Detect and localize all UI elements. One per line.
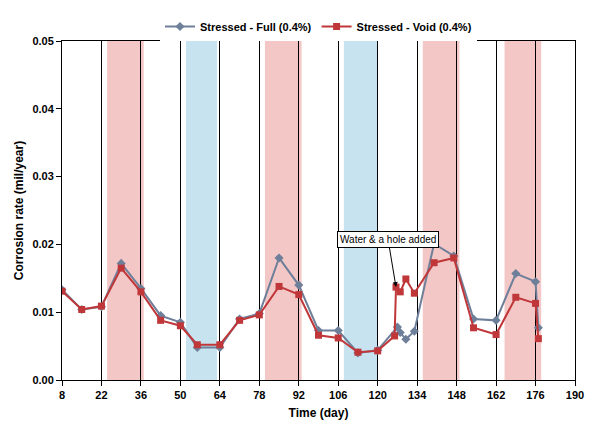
svg-text:162: 162 [487, 389, 505, 401]
svg-text:92: 92 [293, 389, 305, 401]
svg-text:190: 190 [566, 389, 584, 401]
svg-text:Stressed - Full (0.4%): Stressed - Full (0.4%) [200, 21, 312, 33]
svg-text:64: 64 [214, 389, 227, 401]
svg-text:134: 134 [408, 389, 427, 401]
svg-text:Water & a hole added: Water & a hole added [340, 234, 436, 245]
svg-text:0.03: 0.03 [32, 170, 53, 182]
svg-text:78: 78 [253, 389, 265, 401]
svg-text:106: 106 [329, 389, 347, 401]
svg-text:120: 120 [369, 389, 387, 401]
svg-text:0.00: 0.00 [32, 374, 53, 386]
svg-text:0.01: 0.01 [32, 306, 53, 318]
svg-text:8: 8 [59, 389, 65, 401]
svg-text:0.05: 0.05 [32, 35, 53, 47]
svg-text:Corrosion rate (mil/year): Corrosion rate (mil/year) [12, 141, 26, 280]
svg-text:0.02: 0.02 [32, 238, 53, 250]
svg-text:148: 148 [447, 389, 465, 401]
svg-text:Time (day): Time (day) [289, 406, 349, 420]
svg-text:0.04: 0.04 [32, 103, 54, 115]
svg-text:36: 36 [135, 389, 147, 401]
svg-text:176: 176 [526, 389, 544, 401]
svg-text:50: 50 [174, 389, 186, 401]
svg-text:Stressed - Void (0.4%): Stressed - Void (0.4%) [357, 21, 472, 33]
svg-text:22: 22 [95, 389, 107, 401]
